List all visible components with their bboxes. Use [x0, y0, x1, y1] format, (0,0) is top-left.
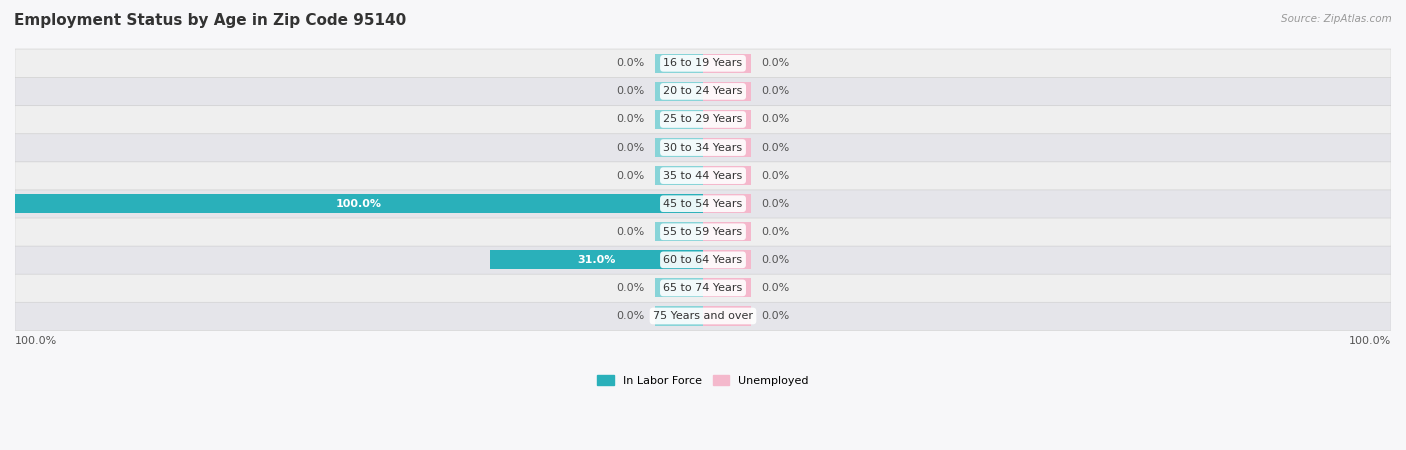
Text: 0.0%: 0.0%	[762, 311, 790, 321]
Bar	[655, 110, 703, 129]
Bar	[703, 166, 751, 185]
FancyBboxPatch shape	[15, 302, 1391, 330]
Bar	[655, 279, 703, 297]
Text: 0.0%: 0.0%	[616, 227, 644, 237]
Bar	[655, 222, 703, 241]
Text: 0.0%: 0.0%	[762, 143, 790, 153]
FancyBboxPatch shape	[15, 274, 1391, 302]
FancyBboxPatch shape	[15, 161, 1391, 190]
Text: 65 to 74 Years: 65 to 74 Years	[664, 283, 742, 293]
Legend: In Labor Force, Unemployed: In Labor Force, Unemployed	[593, 371, 813, 390]
Bar	[703, 279, 751, 297]
Bar	[703, 138, 751, 157]
Text: 31.0%: 31.0%	[578, 255, 616, 265]
Bar	[655, 54, 703, 73]
Bar	[655, 306, 703, 325]
Text: 0.0%: 0.0%	[762, 114, 790, 125]
Text: 0.0%: 0.0%	[616, 86, 644, 96]
Text: 75 Years and over: 75 Years and over	[652, 311, 754, 321]
Text: 35 to 44 Years: 35 to 44 Years	[664, 171, 742, 180]
Text: 0.0%: 0.0%	[616, 143, 644, 153]
Bar	[703, 222, 751, 241]
FancyBboxPatch shape	[15, 49, 1391, 78]
FancyBboxPatch shape	[15, 105, 1391, 134]
Text: 100.0%: 100.0%	[336, 199, 382, 209]
FancyBboxPatch shape	[15, 133, 1391, 162]
FancyBboxPatch shape	[15, 189, 1391, 218]
Bar	[703, 306, 751, 325]
Text: 0.0%: 0.0%	[762, 58, 790, 68]
Text: Source: ZipAtlas.com: Source: ZipAtlas.com	[1281, 14, 1392, 23]
Bar	[703, 54, 751, 73]
Bar	[489, 250, 703, 270]
Text: 0.0%: 0.0%	[762, 255, 790, 265]
Text: 30 to 34 Years: 30 to 34 Years	[664, 143, 742, 153]
Text: 16 to 19 Years: 16 to 19 Years	[664, 58, 742, 68]
Text: 45 to 54 Years: 45 to 54 Years	[664, 199, 742, 209]
Text: 20 to 24 Years: 20 to 24 Years	[664, 86, 742, 96]
Text: 0.0%: 0.0%	[762, 171, 790, 180]
Text: 55 to 59 Years: 55 to 59 Years	[664, 227, 742, 237]
Text: 0.0%: 0.0%	[762, 283, 790, 293]
Text: 100.0%: 100.0%	[15, 336, 58, 346]
Bar	[655, 82, 703, 101]
Text: 25 to 29 Years: 25 to 29 Years	[664, 114, 742, 125]
Text: 0.0%: 0.0%	[616, 283, 644, 293]
Text: 0.0%: 0.0%	[616, 114, 644, 125]
Bar	[703, 82, 751, 101]
FancyBboxPatch shape	[15, 77, 1391, 106]
Text: 0.0%: 0.0%	[762, 227, 790, 237]
Bar	[15, 194, 703, 213]
Text: 0.0%: 0.0%	[762, 86, 790, 96]
FancyBboxPatch shape	[15, 246, 1391, 274]
Bar	[703, 194, 751, 213]
Text: 100.0%: 100.0%	[1348, 336, 1391, 346]
FancyBboxPatch shape	[15, 217, 1391, 246]
Text: 0.0%: 0.0%	[616, 171, 644, 180]
Text: Employment Status by Age in Zip Code 95140: Employment Status by Age in Zip Code 951…	[14, 14, 406, 28]
Bar	[655, 166, 703, 185]
Bar	[703, 110, 751, 129]
Text: 60 to 64 Years: 60 to 64 Years	[664, 255, 742, 265]
Text: 0.0%: 0.0%	[616, 311, 644, 321]
Text: 0.0%: 0.0%	[762, 199, 790, 209]
Text: 0.0%: 0.0%	[616, 58, 644, 68]
Bar	[703, 250, 751, 270]
Bar	[655, 138, 703, 157]
